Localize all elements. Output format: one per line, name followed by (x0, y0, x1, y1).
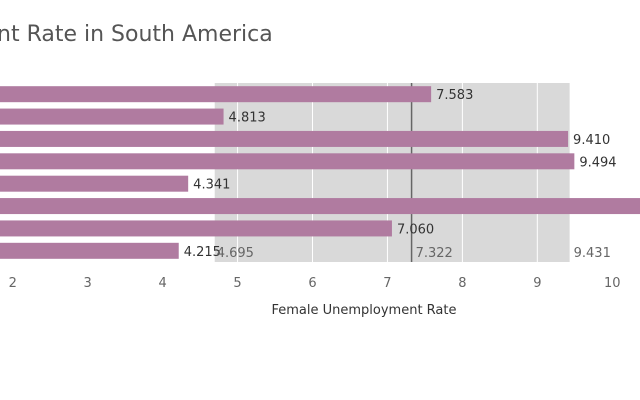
bar-value-label: 9.494 (579, 155, 616, 170)
x-tick-label: 7 (383, 276, 391, 291)
x-tick-label: 10 (604, 276, 621, 291)
bar-value-label: 9.410 (573, 133, 610, 148)
x-tick-label: 8 (458, 276, 466, 291)
bar (0, 130, 569, 147)
x-tick-label: 3 (84, 276, 92, 291)
x-tick-label: 9 (533, 276, 541, 291)
band-end-label: 9.431 (574, 246, 611, 261)
bar (0, 220, 392, 237)
bar-value-label: 4.215 (184, 245, 221, 260)
bar (0, 86, 432, 103)
x-tick-label: 5 (233, 276, 241, 291)
bar-value-label: 4.813 (229, 111, 266, 126)
x-tick-label: 6 (308, 276, 316, 291)
x-axis-title: Female Unemployment Rate (271, 303, 456, 318)
bar-value-label: 7.060 (397, 222, 434, 237)
bar (0, 198, 640, 215)
bar (0, 175, 189, 192)
x-tick-label: 2 (9, 276, 17, 291)
bar-value-label: 4.341 (193, 178, 230, 193)
reference-line-label: 7.322 (416, 246, 453, 261)
bar (0, 242, 179, 259)
x-tick-label: 4 (158, 276, 166, 291)
bar (0, 153, 575, 170)
bar (0, 108, 224, 125)
bar-value-label: 7.583 (436, 88, 473, 103)
chart-title: nt Rate in South America (0, 22, 273, 47)
band-start-label: 4.695 (217, 246, 254, 261)
